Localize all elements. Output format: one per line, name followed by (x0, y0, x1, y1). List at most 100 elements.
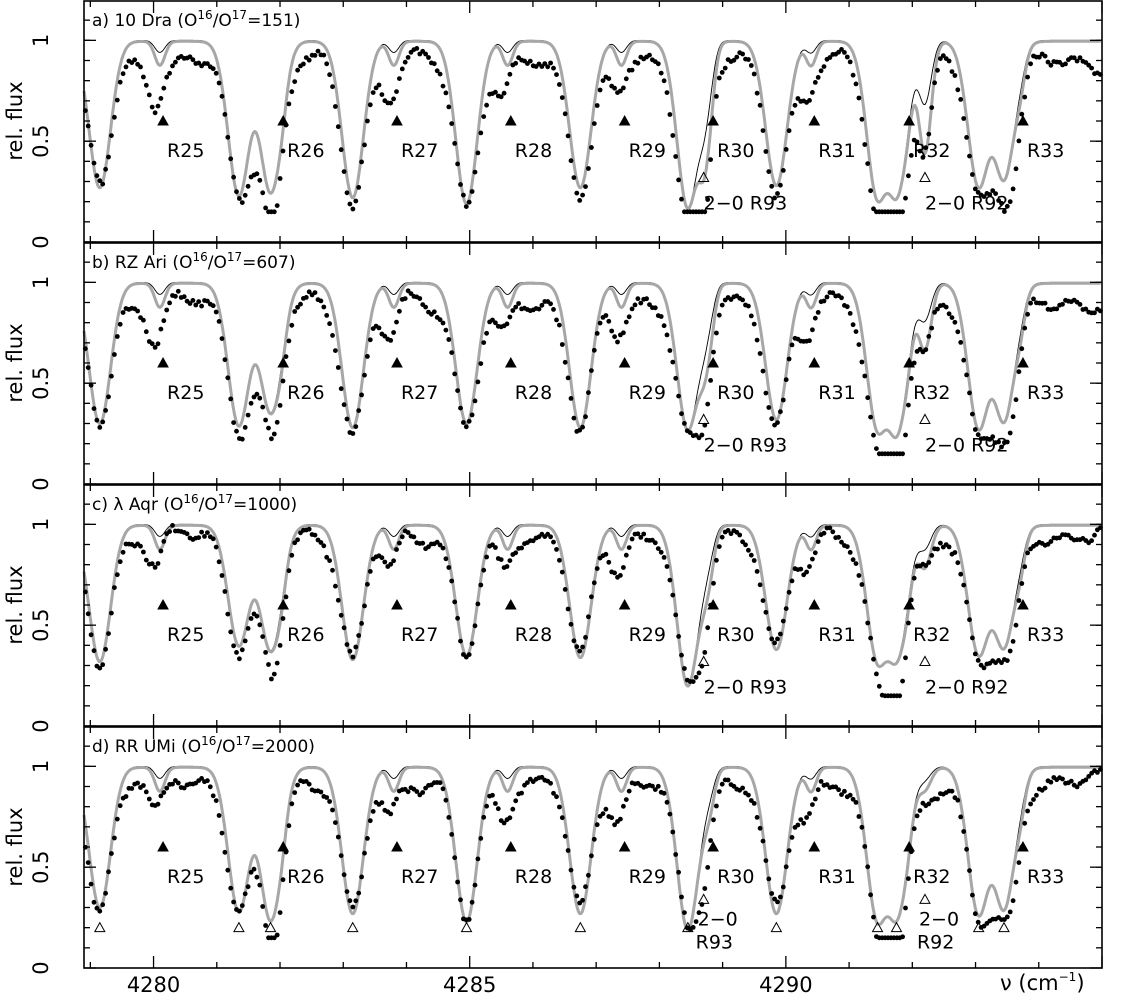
observed-point (216, 813, 222, 818)
observed-point (103, 408, 108, 413)
observed-point (341, 402, 347, 408)
observed-point (652, 540, 658, 546)
observed-point (376, 325, 382, 331)
observed-point (263, 650, 268, 655)
observed-point (478, 582, 484, 588)
observed-point (714, 803, 719, 809)
observed-point (952, 550, 958, 555)
observed-point (85, 611, 91, 617)
observed-point (519, 790, 524, 796)
observed-point (356, 633, 362, 638)
observed-point (155, 801, 161, 807)
observed-point (801, 820, 807, 826)
observed-point (277, 176, 283, 181)
observed-point (112, 835, 117, 841)
observed-point (97, 665, 103, 671)
observed-point (903, 432, 908, 438)
observed-point (623, 552, 629, 558)
observed-point (103, 166, 108, 172)
r-line-marker (504, 598, 517, 610)
observed-point (478, 836, 484, 841)
observed-point (629, 536, 635, 542)
observed-point (926, 131, 932, 137)
x-axis: ν (cm−1) 4280 4285 4290 (127, 970, 1085, 997)
observed-point (1002, 209, 1007, 215)
observed-point (347, 201, 353, 207)
r-line-marker (391, 356, 403, 368)
observed-point (213, 70, 219, 76)
r-line-marker (157, 598, 169, 610)
observed-point (507, 314, 513, 320)
model-thick-series (82, 765, 1101, 932)
observed-point (565, 848, 571, 853)
observed-point (705, 865, 711, 870)
observed-point (600, 78, 606, 83)
observed-point (420, 540, 426, 546)
observed-point (516, 301, 521, 306)
observed-point (754, 569, 760, 574)
observed-point (737, 532, 743, 538)
observed-point (210, 66, 216, 72)
observed-point (484, 803, 489, 809)
observed-point (199, 303, 205, 309)
r-line-label: R25 (167, 624, 204, 646)
observed-point (1045, 59, 1051, 65)
observed-point (865, 864, 871, 870)
observed-point (280, 877, 286, 883)
observed-point (475, 601, 481, 607)
observed-point (100, 662, 106, 668)
observed-point (330, 567, 335, 573)
panel-title: a) 10 Dra (O16/O17=151) (92, 8, 300, 31)
observed-point (143, 82, 149, 88)
observed-point (513, 304, 519, 310)
observed-point (237, 196, 242, 201)
observed-point (967, 617, 972, 623)
x-axis-label: ν (cm−1) (1000, 970, 1085, 995)
model-thick-series (82, 523, 1101, 688)
observed-point (260, 404, 266, 410)
observed-point (507, 815, 513, 821)
observed-point (751, 71, 757, 77)
observed-point (908, 153, 914, 158)
observed-point (780, 618, 786, 624)
observed-point (807, 338, 812, 344)
observed-point (623, 76, 629, 82)
observed-point (1025, 808, 1030, 814)
observed-point (367, 569, 373, 574)
observed-point (740, 51, 745, 57)
observed-point (766, 876, 772, 882)
observed-point (245, 626, 251, 631)
observed-point (1007, 199, 1013, 205)
observed-point (367, 102, 373, 108)
observed-point (280, 148, 286, 154)
observed-point (650, 783, 655, 789)
observed-point (112, 585, 117, 590)
observed-point (810, 327, 815, 333)
observed-point (106, 394, 111, 400)
observed-point (743, 542, 748, 548)
observed-point (455, 388, 460, 393)
observed-point (757, 825, 763, 831)
observed-point (719, 534, 725, 540)
observed-point (903, 905, 908, 911)
r-line-marker (903, 114, 915, 126)
observed-point (97, 908, 103, 914)
observed-point (338, 612, 344, 618)
observed-point (269, 436, 274, 442)
observed-point (911, 575, 917, 581)
observed-point (562, 587, 568, 592)
observed-point (760, 598, 766, 603)
observed-point (714, 94, 719, 99)
observed-point (967, 153, 972, 159)
observed-point (780, 397, 786, 403)
observed-point (167, 300, 173, 306)
observed-point (458, 638, 463, 644)
observed-point (120, 71, 126, 77)
observed-point (751, 558, 757, 563)
observed-point (830, 529, 836, 535)
observed-point (548, 60, 553, 66)
observed-point (906, 876, 911, 881)
observed-point (260, 190, 266, 196)
observed-point (795, 822, 801, 828)
